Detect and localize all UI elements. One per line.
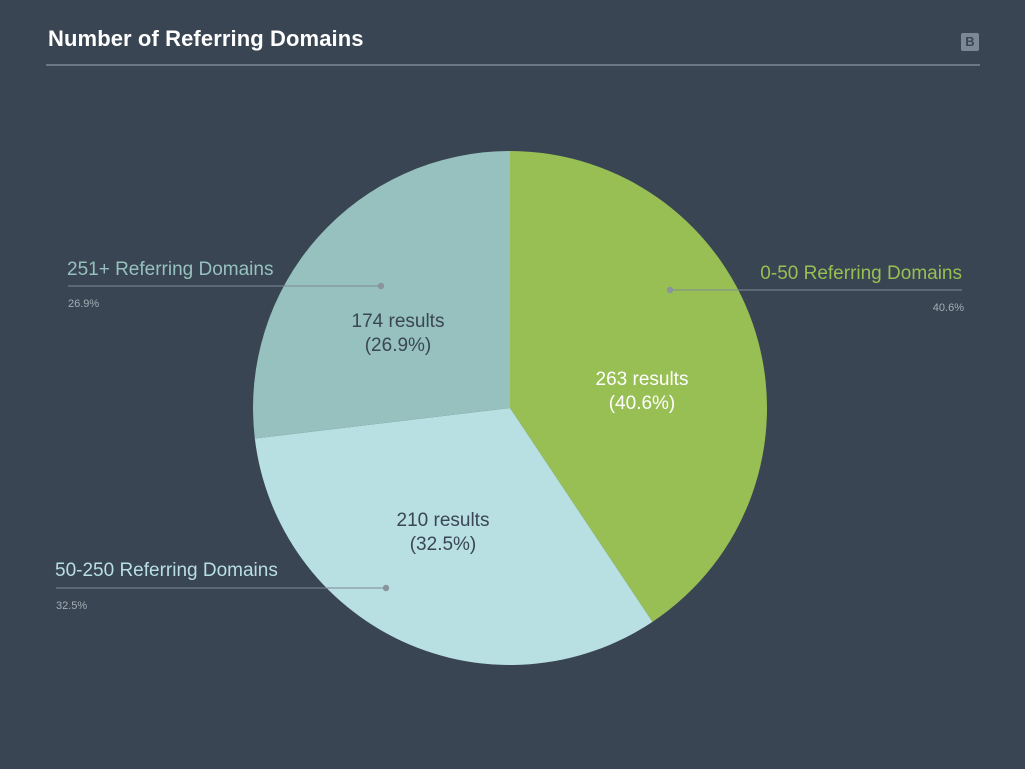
title-divider	[46, 64, 980, 66]
slice-inner-count-label: 174 results	[352, 311, 445, 332]
pie-slice-2	[254, 408, 653, 665]
slice-inner-percent-label: (40.6%)	[609, 393, 676, 414]
slice-percent-sublabel: 40.6%	[933, 302, 964, 314]
slice-category-label: 0-50 Referring Domains	[760, 263, 962, 284]
chart-title: Number of Referring Domains	[48, 26, 364, 51]
leader-dot	[382, 584, 390, 592]
pie-slice-1	[510, 151, 767, 622]
slice-category-label: 50-250 Referring Domains	[55, 560, 278, 581]
slice-inner-percent-label: (32.5%)	[410, 534, 477, 555]
slice-inner-count-label: 263 results	[596, 369, 689, 390]
slice-inner-count-label: 210 results	[397, 510, 490, 531]
brand-logo-icon: B	[961, 33, 979, 51]
leader-dot	[666, 286, 674, 294]
leader-dot	[377, 282, 385, 290]
pie-slice-3	[253, 151, 510, 439]
slice-percent-sublabel: 26.9%	[68, 298, 99, 310]
slice-percent-sublabel: 32.5%	[56, 600, 87, 612]
slice-category-label: 251+ Referring Domains	[67, 259, 273, 280]
slice-inner-percent-label: (26.9%)	[365, 335, 432, 356]
